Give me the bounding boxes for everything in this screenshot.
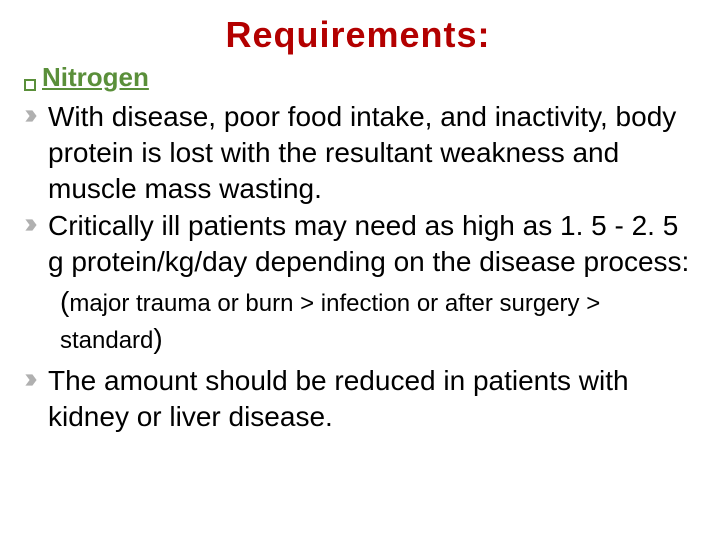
bullet-icon — [24, 218, 38, 232]
subhead-row: Nitrogen — [24, 62, 692, 93]
paren-open: ( — [60, 286, 69, 317]
list-item: With disease, poor food intake, and inac… — [24, 99, 692, 206]
paren-inner: major trauma or burn > infection or afte… — [60, 290, 600, 353]
body-text: The amount should be reduced in patients… — [48, 363, 692, 435]
body-text: Critically ill patients may need as high… — [48, 208, 692, 280]
list-item: Critically ill patients may need as high… — [24, 208, 692, 280]
bullet-icon — [24, 109, 38, 123]
page-title: Requirements: — [24, 14, 692, 56]
paren-close: ) — [153, 323, 162, 354]
subhead-label: Nitrogen — [42, 62, 149, 93]
body-text: With disease, poor food intake, and inac… — [48, 99, 692, 206]
square-bullet-icon — [24, 79, 36, 91]
paren-note: (major trauma or burn > infection or aft… — [60, 284, 692, 357]
bullet-icon — [24, 373, 38, 387]
list-item: The amount should be reduced in patients… — [24, 363, 692, 435]
